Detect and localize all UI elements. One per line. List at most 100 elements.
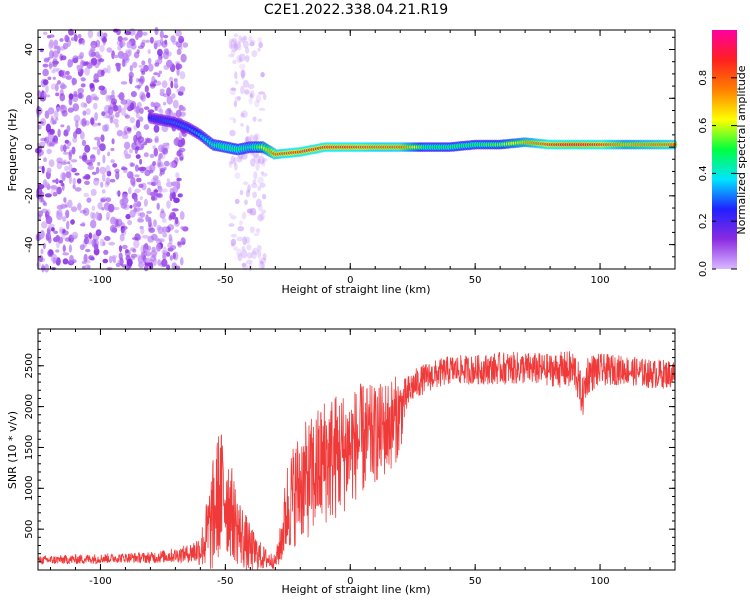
heatmap-noise-blob — [94, 112, 98, 121]
heatmap-noise-blob — [175, 41, 183, 48]
heatmap-noise-blob — [176, 48, 182, 56]
heatmap-noise-blob — [56, 157, 63, 164]
heatmap-noise-blob — [234, 71, 238, 80]
heatmap-noise-blob — [109, 116, 114, 124]
heatmap-noise-blob — [76, 178, 82, 184]
heatmap-noise-blob — [121, 58, 126, 68]
snr-panel: -100 -50 0 50 100 500 1000 1500 2000 2500 Height … — [6, 328, 676, 596]
snr-ytick-label: 1000 — [24, 476, 35, 501]
heatmap-noise-blob — [73, 114, 81, 123]
heatmap-noise-blob — [249, 226, 255, 234]
heatmap-noise-blob — [118, 252, 123, 260]
heatmap-noise-blob — [251, 212, 257, 216]
heatmap-noise-blob — [94, 51, 100, 58]
heatmap-noise-blob — [166, 95, 173, 105]
heatmap-noise-blob — [123, 103, 131, 110]
heatmap-noise-blob — [148, 262, 154, 270]
heatmap-noise-blob — [258, 155, 265, 165]
heatmap-noise-blob — [146, 92, 151, 99]
heatmap-noise-blob — [230, 43, 238, 53]
heatmap-noise-blob — [105, 197, 112, 203]
heatmap-noise-blob — [46, 148, 52, 155]
snr-ticks: -100 -50 0 50 100 500 1000 1500 2000 2500 — [24, 329, 676, 587]
heatmap-noise-blob — [62, 144, 67, 153]
heatmap-noise-blob — [36, 261, 41, 269]
colorbar-tick-label: 0.6 — [698, 118, 709, 134]
heatmap-noise-blob — [136, 29, 143, 38]
heatmap-noise-blob — [60, 124, 65, 128]
heatmap-noise-blob — [120, 226, 125, 234]
heatmap-noise-blob — [98, 85, 105, 91]
heatmap-noise-blob — [175, 136, 179, 146]
heatmap-noise-blob — [162, 246, 167, 254]
heatmap-noise-blob — [93, 102, 98, 110]
heatmap-noise-blob — [156, 243, 161, 252]
heatmap-noise-blob — [51, 227, 55, 232]
heatmap-noise-blob — [169, 192, 173, 202]
heatmap-noise-blob — [174, 229, 179, 234]
heatmap-noise-blob — [242, 79, 249, 88]
heatmap-noise-blob — [231, 38, 237, 43]
heatmap-noise-blob — [232, 59, 237, 65]
heatmap-noise-blob — [154, 26, 159, 36]
heatmap-noise-blob — [110, 98, 118, 105]
heatmap-noise-blob — [137, 167, 145, 171]
heatmap-noise-blob — [60, 183, 65, 187]
heatmap-noise-blob — [144, 169, 151, 177]
heatmap-noise-blob — [48, 159, 55, 168]
heatmap-noise-blob — [145, 257, 150, 264]
heatmap-noise-blob — [149, 164, 156, 172]
heatmap-noise-blob — [69, 254, 74, 264]
heatmap-noise-blob — [166, 178, 170, 183]
heatmap-noise-blob — [180, 257, 184, 266]
heatmap-noise-blob — [71, 77, 78, 86]
heatmap-noise-blob — [44, 94, 51, 98]
snr-xtick-label: 50 — [469, 576, 482, 587]
heatmap-noise-blob — [47, 76, 52, 81]
heatmap-noise-blob — [104, 181, 110, 188]
heatmap-noise-blob — [40, 137, 47, 142]
heatmap-noise-blob — [112, 163, 118, 168]
heatmap-noise-blob — [126, 127, 132, 132]
heatmap-noise-blob — [145, 251, 152, 257]
heatmap-noise-blob — [257, 37, 263, 43]
heatmap-noise-blob — [261, 193, 267, 200]
heatmap-noise-blob — [67, 199, 73, 209]
heatmap-noise-blob — [175, 172, 180, 179]
heatmap-noise-blob — [110, 216, 116, 225]
heatmap-noise-blob — [78, 52, 84, 60]
heatmap-noise-blob — [255, 228, 261, 234]
heatmap-noise-blob — [167, 224, 175, 231]
heatmap-noise-blob — [39, 141, 46, 148]
heatmap-noise-blob — [115, 218, 123, 226]
heatmap-noise-blob — [106, 170, 112, 177]
heatmap-noise-blob — [59, 226, 64, 232]
heatmap-noise-blob — [87, 165, 95, 170]
heatmap-noise-blob — [100, 69, 105, 76]
heatmap-noise-blob — [162, 93, 170, 98]
heatmap-noise-blob — [242, 181, 249, 186]
heatmap-noise-blob — [154, 135, 160, 144]
heatmap-noise-blob — [236, 55, 243, 63]
colorbar-tick-label: 0.0 — [698, 261, 709, 277]
snr-series-line — [37, 351, 676, 570]
heatmap-noise-blob — [44, 193, 52, 198]
heatmap-noise-blob — [67, 107, 74, 113]
heatmap-noise-blob — [84, 144, 91, 153]
heatmap-noise-blob — [90, 211, 94, 219]
heatmap-noise-blob — [134, 85, 142, 89]
heatmap-noise-blob — [230, 87, 237, 91]
heatmap-noise-blob — [147, 49, 151, 55]
colorbar-tick-label: 0.2 — [698, 213, 709, 229]
heatmap-noise-blob — [177, 90, 184, 96]
heatmap-noise-blob — [141, 60, 146, 66]
heatmap-noise-blob — [80, 83, 86, 88]
heatmap-noise-blob — [143, 64, 149, 72]
heatmap-noise-blob — [177, 241, 182, 246]
heatmap-noise-blob — [67, 161, 71, 165]
heatmap-noise-blob — [161, 80, 168, 88]
heatmap-noise-blob — [138, 77, 144, 86]
heatmap-noise-blob — [105, 94, 110, 102]
heatmap-noise-blob — [233, 42, 239, 51]
heatmap-noise-blob — [117, 259, 125, 265]
